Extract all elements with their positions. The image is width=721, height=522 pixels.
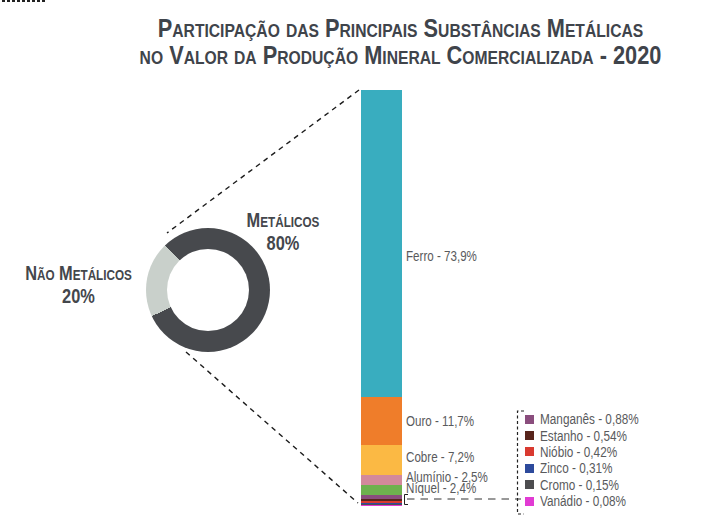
bar-segment-alumínio	[361, 475, 402, 485]
legend-swatch-vanádio	[525, 497, 534, 506]
bar-label-ferro: Ferro - 73,9%	[406, 249, 477, 263]
legend-label-nióbio: Nióbio - 0,42%	[540, 444, 617, 460]
legend: Manganês - 0,88%Estanho - 0,54%Nióbio - …	[525, 411, 658, 509]
donut-label-metalicos-name: Metálicos	[236, 208, 330, 231]
bar-label-cobre: Cobre - 7,2%	[406, 450, 474, 464]
legend-label-vanádio: Vanádio - 0,08%	[540, 493, 626, 509]
legend-swatch-manganês	[525, 415, 534, 424]
legend-swatch-cromo	[525, 480, 534, 489]
bar-segment-níquel	[361, 485, 402, 495]
donut-label-metalicos: Metálicos 80%	[223, 208, 343, 254]
bar-label-ouro: Ouro - 11,7%	[406, 414, 474, 428]
legend-item-vanádio: Vanádio - 0,08%	[525, 493, 658, 509]
legend-label-zinco: Zinco - 0,31%	[540, 460, 613, 476]
donut-label-nao-metalicos-pct: 20%	[24, 284, 134, 307]
legend-item-zinco: Zinco - 0,31%	[525, 460, 658, 476]
donut-label-metalicos-pct: 80%	[236, 231, 330, 254]
donut-hole	[167, 249, 249, 331]
explode-line-bottom	[186, 352, 358, 503]
donut-label-nao-metalicos-name: Não Metálicos	[24, 261, 134, 284]
legend-label-manganês: Manganês - 0,88%	[540, 411, 639, 427]
legend-swatch-estanho	[525, 431, 534, 440]
legend-swatch-zinco	[525, 464, 534, 473]
legend-item-nióbio: Nióbio - 0,42%	[525, 444, 658, 460]
donut-label-nao-metalicos: Não Metálicos 20%	[8, 261, 149, 307]
legend-item-cromo: Cromo - 0,15%	[525, 477, 658, 493]
legend-label-estanho: Estanho - 0,54%	[540, 428, 627, 444]
legend-swatch-nióbio	[525, 447, 534, 456]
legend-item-estanho: Estanho - 0,54%	[525, 427, 658, 443]
stacked-bar	[361, 90, 402, 505]
legend-label-cromo: Cromo - 0,15%	[540, 477, 619, 493]
bar-segment-ouro	[361, 397, 402, 446]
legend-item-manganês: Manganês - 0,88%	[525, 411, 658, 427]
bar-segment-cobre	[361, 445, 402, 475]
bar-label-níquel: Níquel - 2,4%	[406, 481, 476, 495]
bar-segment-ferro	[361, 90, 402, 397]
